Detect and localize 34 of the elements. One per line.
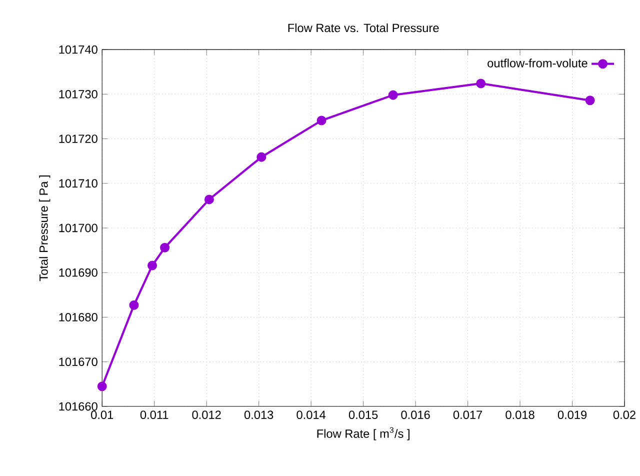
- x-tick-label: 0.015: [348, 410, 378, 420]
- chart-title: Flow Rate vs. Total Pressure: [288, 24, 439, 32]
- y-tick-label: 101730: [59, 90, 98, 98]
- point: [160, 242, 170, 252]
- point: [129, 300, 139, 310]
- y-tick-label: 101720: [59, 134, 98, 144]
- x-tick-label: 0.012: [192, 410, 221, 420]
- point: [256, 152, 266, 162]
- point: [388, 90, 398, 100]
- point: [316, 116, 326, 126]
- x-tick-label: 0.019: [558, 410, 587, 420]
- x-tick-label: 0.02: [613, 410, 636, 420]
- x-tick-label: 0.013: [244, 410, 274, 420]
- point: [148, 260, 158, 270]
- x-tick-label: 0.018: [506, 410, 534, 420]
- x-tick-label: 0.016: [401, 410, 430, 420]
- point: [476, 78, 486, 88]
- x-tick-label: 0.011: [140, 410, 168, 420]
- y-tick-label: 101670: [59, 358, 98, 366]
- legend-label: outflow-from-volute: [488, 58, 588, 68]
- point: [97, 382, 107, 392]
- x-axis-title: Flow Rate [ m$^{3}$/s ]: [317, 427, 410, 440]
- y-tick-label: 101710: [59, 179, 98, 188]
- point: [204, 194, 214, 204]
- y-tick-label: 101690: [59, 268, 98, 277]
- y-axis-title: Total Pressure [ Pa ]: [39, 176, 50, 282]
- x-tick-label: 0.014: [296, 410, 326, 420]
- y-tick-label: 101700: [59, 224, 98, 232]
- x-tick-label: 0.01: [91, 410, 114, 420]
- x-tick-label: 0.017: [453, 410, 482, 420]
- y-tick-label: 101680: [59, 313, 98, 322]
- y-tick-label: 101740: [59, 45, 98, 54]
- y-tick-label: 101660: [59, 402, 98, 411]
- point: [585, 96, 595, 106]
